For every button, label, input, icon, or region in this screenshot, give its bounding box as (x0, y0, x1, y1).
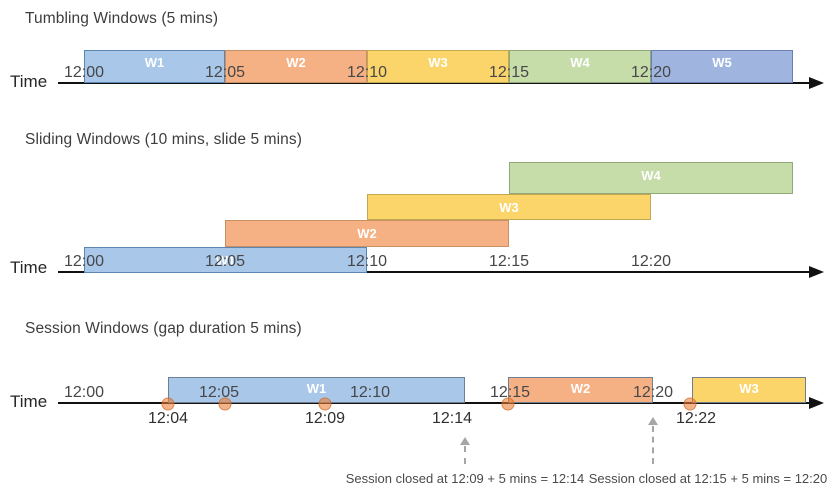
time-axis-line (58, 271, 810, 273)
window-label: W4 (570, 55, 590, 70)
event-dot (218, 397, 232, 411)
window-box-w3: W3 (692, 377, 806, 403)
axis-arrowhead-icon (809, 77, 824, 89)
window-label: W5 (712, 55, 732, 70)
time-axis-label: Time (10, 72, 48, 91)
window-label: W1 (306, 381, 327, 396)
annotation-arrowhead-icon (460, 437, 470, 445)
tick-label: 12:00 (63, 64, 105, 81)
window-box-w4: W4 (509, 50, 651, 83)
window-label: W4 (641, 168, 661, 183)
tick-label: 12:05 (204, 253, 246, 270)
window-label: W1 (215, 253, 236, 268)
window-box-w1: W1 (84, 247, 367, 273)
window-box-w3: W3 (367, 50, 509, 83)
event-dot (161, 397, 175, 411)
session-closed-annotation: Session closed at 12:15 + 5 mins = 12:20 (588, 471, 828, 486)
tick-label: 12:00 (63, 384, 105, 401)
sliding-windows-title: Sliding Windows (10 mins, slide 5 mins) (25, 131, 302, 148)
window-box-w5: W5 (651, 50, 793, 83)
event-dot (683, 397, 697, 411)
time-axis-label: Time (10, 392, 48, 411)
event-dot (501, 397, 515, 411)
window-box-w2: W2 (508, 377, 653, 403)
window-label: W2 (286, 55, 306, 70)
window-box-w1: W1 (84, 50, 225, 83)
event-time-label: 12:04 (147, 410, 189, 427)
annotation-dashed-line (652, 426, 654, 464)
window-box-w2: W2 (225, 50, 367, 83)
window-box-w3: W3 (367, 194, 651, 220)
tick-label: 12:20 (630, 253, 672, 270)
window-box-w4: W4 (509, 162, 793, 194)
window-label: W3 (428, 55, 448, 70)
time-axis-line (58, 82, 810, 84)
tick-label: 12:15 (488, 253, 530, 270)
tick-label: 12:05 (204, 64, 246, 81)
tick-label: 12:00 (63, 253, 105, 270)
session-closed-annotation: Session closed at 12:09 + 5 mins = 12:14 (345, 471, 585, 486)
tick-label: 12:10 (349, 384, 391, 401)
event-time-label: 12:22 (675, 410, 717, 427)
time-axis-label: Time (10, 258, 48, 277)
annotation-dashed-line (464, 446, 466, 464)
window-label: W2 (357, 226, 377, 241)
session-windows-title: Session Windows (gap duration 5 mins) (25, 320, 302, 337)
event-time-label: 12:14 (431, 410, 473, 427)
tick-label: 12:10 (346, 64, 388, 81)
tick-label: 12:15 (488, 64, 530, 81)
window-box-w1: W1 (168, 377, 465, 403)
tick-label: 12:20 (632, 384, 674, 401)
tick-label: 12:05 (198, 384, 240, 401)
tick-label: 12:20 (630, 64, 672, 81)
axis-arrowhead-icon (809, 266, 824, 278)
window-box-w2: W2 (225, 220, 509, 247)
tick-label: 12:15 (489, 384, 531, 401)
event-time-label: 12:09 (304, 410, 346, 427)
time-axis-line (58, 402, 810, 404)
window-label: W1 (144, 55, 165, 70)
window-label: W2 (570, 381, 591, 396)
annotation-arrowhead-icon (648, 417, 658, 425)
tick-label: 12:10 (346, 253, 388, 270)
window-label: W3 (499, 200, 519, 215)
event-dot (318, 397, 332, 411)
axis-arrowhead-icon (809, 397, 824, 409)
tumbling-windows-title: Tumbling Windows (5 mins) (25, 10, 219, 27)
window-label: W3 (739, 381, 759, 396)
